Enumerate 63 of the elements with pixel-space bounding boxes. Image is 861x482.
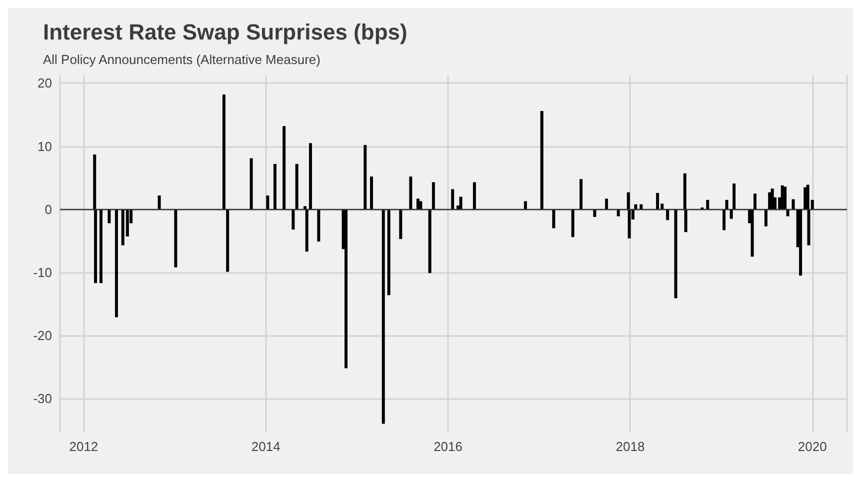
bar [571,209,574,238]
bar [764,209,768,226]
bar [317,209,320,242]
bar [428,209,432,274]
bar [768,192,772,210]
bar [804,187,807,210]
y-tick-label: 20 [38,76,52,91]
bar [432,182,435,210]
y-tick-label: -30 [33,391,52,406]
bar [722,209,726,230]
bar [786,209,790,216]
x-tick-label: 2018 [616,439,645,454]
bar [273,164,276,210]
bar [114,209,118,318]
bar [292,209,295,230]
bar [593,209,596,217]
chart-title: Interest Rate Swap Surprises (bps) [43,20,408,44]
bar [99,209,102,284]
bar [459,196,462,210]
x-tick-label: 2020 [798,439,827,454]
bar [158,195,161,210]
bar [674,209,678,298]
bar [706,200,710,210]
bar [108,209,111,224]
y-tick-label: -10 [33,264,52,280]
bar [451,189,454,210]
bar [250,158,253,210]
x-tick-label: 2014 [251,439,280,454]
bar [605,198,608,210]
y-tick-label: 10 [38,138,52,154]
bar [295,164,298,210]
bar [382,209,385,424]
chart-subtitle: All Policy Announcements (Alternative Measure) [43,52,320,67]
x-tick-label: 2012 [69,439,98,454]
bar [370,176,374,210]
bar [305,209,308,252]
bar [472,182,476,210]
bar [666,209,670,220]
bar [419,201,422,210]
bar [540,110,544,210]
y-tick-label: 0 [44,202,52,217]
bar [524,201,527,210]
bar [792,199,795,210]
bar [364,145,367,210]
bar [799,209,802,276]
bar [580,179,583,210]
bar [222,94,226,210]
bar [308,143,312,210]
bar [616,209,620,216]
bar [784,186,787,210]
bar [174,209,178,268]
bar [226,209,230,272]
x-tick-label: 2016 [434,439,462,454]
bar [409,176,412,210]
bar [656,192,660,210]
bar [552,209,556,228]
bar [387,209,390,296]
y-tick-label: -20 [33,328,52,343]
bar [344,209,348,368]
bar [282,126,286,210]
bar [266,195,270,210]
bar [725,200,728,210]
bar [399,209,402,239]
